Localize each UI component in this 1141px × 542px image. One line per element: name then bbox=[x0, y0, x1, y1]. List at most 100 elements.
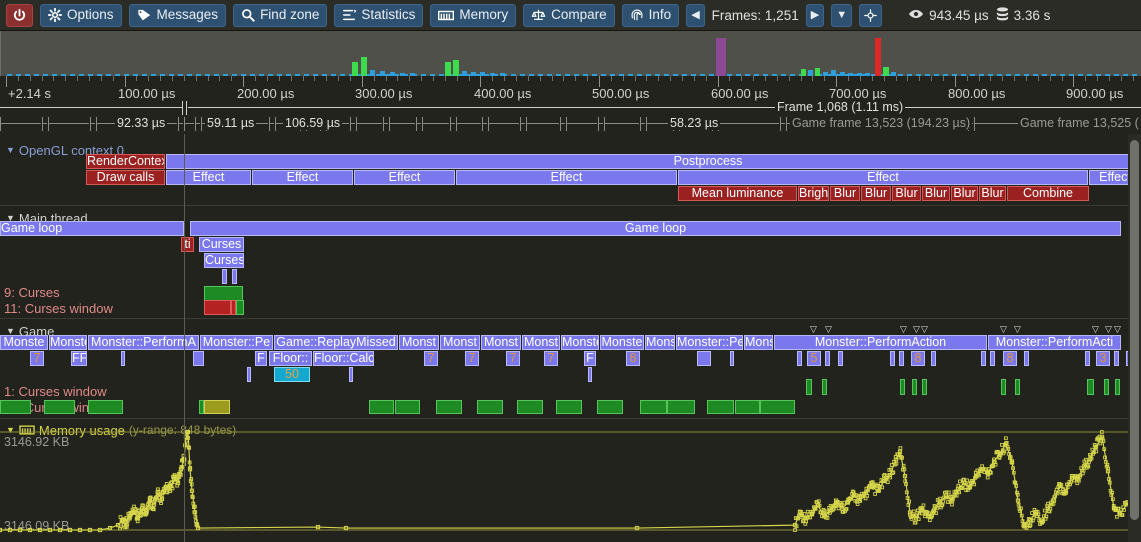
timeline-zone[interactable]: Effect bbox=[354, 170, 455, 185]
timeline-zone[interactable]: Monster::PerformA bbox=[88, 335, 199, 350]
timeline-zone[interactable]: 8 bbox=[626, 351, 640, 366]
timeline-zone[interactable] bbox=[990, 351, 995, 366]
lock-bar[interactable] bbox=[900, 379, 905, 395]
timeline-zone[interactable]: Monster::Pe bbox=[200, 335, 273, 350]
collapse-triangle-icon[interactable]: ▼ bbox=[6, 213, 15, 223]
timeline-zone[interactable]: Effect bbox=[678, 170, 1088, 185]
timeline-zone[interactable]: 50 bbox=[274, 367, 310, 382]
timeline-zone[interactable]: Draw calls bbox=[86, 170, 165, 185]
timeline-zone[interactable] bbox=[247, 367, 251, 382]
timeline-zone[interactable]: Blur bbox=[892, 186, 921, 201]
timeline-zone[interactable]: Blur bbox=[951, 186, 978, 201]
timeline-zone[interactable]: Combine bbox=[1007, 186, 1089, 201]
compare-button[interactable]: Compare bbox=[523, 3, 615, 27]
info-button[interactable]: Info bbox=[621, 3, 680, 27]
timeline-zone[interactable] bbox=[222, 269, 227, 284]
lock-bar[interactable] bbox=[1087, 379, 1094, 395]
prev-frame-button[interactable]: ◀ bbox=[686, 3, 705, 27]
statistics-button[interactable]: Statistics bbox=[334, 3, 424, 27]
lock-bar[interactable] bbox=[707, 400, 734, 414]
collapse-triangle-icon[interactable]: ▼ bbox=[6, 425, 15, 435]
timeline-zone[interactable]: Mons bbox=[744, 335, 773, 350]
messages-button[interactable]: Messages bbox=[128, 3, 227, 27]
timeline-zone[interactable] bbox=[825, 351, 830, 366]
collapse-triangle-icon[interactable]: ▼ bbox=[6, 326, 15, 336]
options-button[interactable]: Options bbox=[40, 3, 122, 27]
lock-bar[interactable] bbox=[667, 400, 695, 414]
timeline-zone[interactable]: 7 bbox=[30, 351, 44, 366]
timeline-zone[interactable] bbox=[838, 351, 843, 366]
timeline-zone[interactable]: 7 bbox=[424, 351, 438, 366]
timeline-zone[interactable]: Monste bbox=[49, 335, 87, 350]
lock-bar[interactable] bbox=[231, 300, 236, 315]
timeline-zone[interactable]: Blur bbox=[861, 186, 891, 201]
frame-band-primary[interactable]: Frame 1,068 (1.11 ms) bbox=[0, 100, 1141, 116]
memory-button[interactable]: Memory bbox=[430, 3, 517, 27]
timeline-ruler[interactable]: +2.14 s 100.00 µs 200.00 µs 300.00 µs 400.00… bbox=[0, 76, 1141, 104]
timeline-zone[interactable]: Monste bbox=[600, 335, 644, 350]
lock-bar[interactable] bbox=[735, 400, 760, 414]
timeline-zone[interactable]: Monster::PerformAction bbox=[774, 335, 987, 350]
timeline-zone[interactable]: Monste bbox=[0, 335, 48, 350]
lock-label[interactable]: 1: Curses window bbox=[4, 384, 107, 399]
timeline-zone[interactable] bbox=[1114, 351, 1119, 366]
timeline-zone[interactable] bbox=[981, 351, 986, 366]
timeline-zone[interactable]: Postprocess bbox=[166, 154, 1128, 169]
lock-bar[interactable] bbox=[204, 400, 230, 414]
timeline-zone[interactable]: 5 bbox=[807, 351, 821, 366]
section-header-game[interactable]: ▼ Game bbox=[6, 323, 54, 339]
lock-bar[interactable] bbox=[922, 379, 927, 395]
lock-bar[interactable] bbox=[1015, 379, 1020, 395]
lock-bar[interactable] bbox=[517, 400, 543, 414]
frame-set-dropdown[interactable]: ▼ bbox=[831, 3, 853, 27]
frame-overview-strip[interactable] bbox=[0, 31, 1141, 76]
lock-bar[interactable] bbox=[236, 300, 244, 315]
lock-bar[interactable] bbox=[369, 400, 394, 414]
timeline-zone[interactable]: RenderContext bbox=[86, 154, 165, 169]
lock-bar[interactable] bbox=[199, 400, 204, 414]
find-zone-button[interactable]: Find zone bbox=[233, 3, 328, 27]
next-frame-button[interactable]: ▶ bbox=[805, 3, 825, 27]
scrollbar-thumb[interactable] bbox=[1130, 140, 1139, 520]
timeline-zone[interactable]: Monst bbox=[399, 335, 439, 350]
timeline-view[interactable]: ▼ OpenGL context 0 ▼ Main thread ▼ Game … bbox=[0, 134, 1128, 542]
lock-bar[interactable] bbox=[436, 400, 462, 414]
timeline-zone[interactable] bbox=[1085, 351, 1090, 366]
timeline-zone[interactable] bbox=[899, 351, 904, 366]
timeline-zone[interactable]: Effect bbox=[456, 170, 677, 185]
lock-bar[interactable] bbox=[204, 286, 243, 301]
lock-bar[interactable] bbox=[44, 400, 75, 414]
lock-label[interactable]: 9: Curses bbox=[4, 285, 60, 300]
lock-bar[interactable] bbox=[1104, 379, 1109, 395]
lock-bar[interactable] bbox=[556, 400, 582, 414]
timeline-zone[interactable]: 8 bbox=[1003, 351, 1017, 366]
timeline-zone[interactable] bbox=[1126, 351, 1128, 366]
timeline-zone[interactable]: Brigh bbox=[798, 186, 829, 201]
lock-bar[interactable] bbox=[477, 400, 503, 414]
timeline-zone[interactable]: Effect bbox=[252, 170, 353, 185]
timeline-zone[interactable]: 7 bbox=[465, 351, 479, 366]
timeline-zone[interactable] bbox=[232, 269, 237, 284]
lock-bar[interactable] bbox=[1001, 379, 1006, 395]
lock-bar[interactable] bbox=[1115, 379, 1120, 395]
section-header-opengl[interactable]: ▼ OpenGL context 0 bbox=[6, 142, 124, 158]
power-button[interactable] bbox=[6, 3, 33, 27]
timeline-zone[interactable]: Monst bbox=[522, 335, 560, 350]
section-header-memory[interactable]: ▼ Memory usage (y-range: 848 bytes) bbox=[6, 422, 236, 438]
timeline-zone[interactable]: 7 bbox=[506, 351, 520, 366]
timeline-zone[interactable]: F bbox=[584, 351, 596, 366]
timeline-zone[interactable] bbox=[730, 351, 734, 366]
timeline-zone[interactable] bbox=[797, 351, 802, 366]
frame-band-secondary[interactable]: 92.33 µs 59.11 µs 106.59 µs 58.23 µs Game fr… bbox=[0, 116, 1141, 134]
lock-bar[interactable] bbox=[88, 400, 123, 414]
timeline-zone[interactable] bbox=[193, 351, 204, 366]
lock-bar[interactable] bbox=[204, 300, 231, 315]
timeline-zone[interactable]: FF bbox=[71, 351, 87, 366]
timeline-zone[interactable]: 3 bbox=[1096, 351, 1110, 366]
timeline-zone[interactable]: 7 bbox=[544, 351, 558, 366]
lock-bar[interactable] bbox=[806, 379, 812, 395]
timeline-zone[interactable]: Monste bbox=[561, 335, 599, 350]
lock-bar[interactable] bbox=[760, 400, 795, 414]
timeline-zone[interactable]: Effect bbox=[166, 170, 251, 185]
timeline-zone[interactable]: F bbox=[255, 351, 267, 366]
